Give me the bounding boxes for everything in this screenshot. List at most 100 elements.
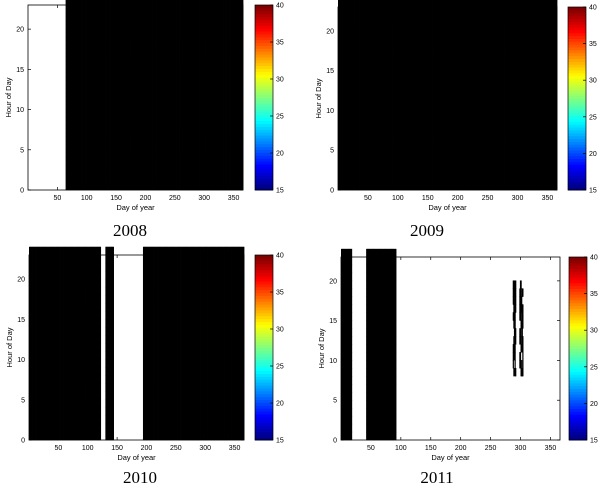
heatmap-cell: [150, 149, 152, 159]
heatmap-cell: [157, 109, 159, 118]
heatmap-cell: [105, 165, 108, 175]
heatmap-cell: [97, 77, 99, 86]
heatmap-cell: [102, 141, 104, 150]
heatmap-cell: [121, 4, 124, 14]
heatmap-cell: [177, 45, 179, 54]
heatmap-cell: [76, 149, 78, 159]
heatmap-cell: [102, 93, 104, 102]
heatmap-cell: [67, 28, 70, 38]
heatmap-cell: [96, 61, 98, 70]
heatmap-cell: [65, 117, 68, 126]
heatmap-cell: [105, 45, 108, 54]
heatmap-cell: [69, 101, 71, 110]
heatmap-cell: [141, 53, 144, 62]
heatmap-cell: [147, 109, 150, 118]
heatmap-cell: [161, 157, 164, 167]
heatmap-cell: [121, 117, 124, 126]
heatmap-cell: [105, 4, 108, 14]
heatmap-cell: [151, 165, 153, 175]
colorbar-segment: [255, 33, 273, 38]
heatmap-cell: [150, 181, 152, 191]
heatmap-cell: [126, 141, 129, 150]
heatmap-cell: [113, 125, 116, 134]
heatmap-cell: [160, 93, 163, 102]
heatmap-cell: [150, 45, 152, 54]
heatmap-cell: [107, 20, 110, 30]
heatmap-cell: [114, 36, 117, 46]
heatmap-cell: [158, 61, 160, 70]
heatmap-cell: [110, 149, 112, 159]
heatmap-cell: [166, 28, 169, 38]
heatmap-cell: [179, 36, 182, 46]
heatmap-cell: [158, 36, 160, 46]
heatmap-cell: [127, 125, 130, 134]
heatmap-cell: [173, 181, 176, 191]
heatmap-cell: [184, 133, 186, 142]
heatmap-cell: [72, 101, 75, 110]
colorbar-segment: [255, 16, 273, 20]
heatmap-cell: [69, 165, 71, 175]
heatmap-cell: [153, 53, 156, 62]
heatmap-cell: [157, 173, 159, 183]
heatmap-cell: [136, 20, 138, 30]
heatmap-cell: [119, 101, 122, 110]
heatmap-cell: [83, 69, 85, 78]
heatmap-cell: [141, 181, 144, 191]
heatmap-cell: [174, 28, 177, 38]
heatmap-cell: [77, 0, 79, 6]
heatmap-cell: [138, 4, 141, 14]
heatmap-cell: [113, 53, 116, 62]
heatmap-cell: [69, 85, 71, 94]
heatmap-cell: [136, 109, 138, 118]
heatmap-cell: [138, 45, 141, 54]
colorbar-segment: [255, 172, 273, 177]
heatmap-cell: [83, 125, 85, 134]
heatmap-cell: [186, 45, 189, 54]
heatmap-cell: [181, 93, 184, 102]
heatmap-cell: [164, 45, 166, 54]
x-tick-label: 100: [81, 195, 93, 202]
colorbar-segment: [255, 36, 273, 41]
heatmap-cell: [185, 85, 187, 94]
heatmap-cell: [114, 125, 117, 134]
heatmap-cell: [117, 69, 119, 78]
heatmap-cell: [181, 157, 184, 167]
heatmap-cell: [183, 181, 185, 191]
heatmap-cell: [119, 69, 122, 78]
heatmap-cell: [74, 101, 77, 110]
heatmap-cell: [125, 53, 128, 62]
heatmap-cell: [179, 93, 182, 102]
heatmap-cell: [82, 20, 84, 30]
heatmap-cell: [124, 69, 126, 78]
heatmap-cell: [129, 4, 131, 14]
heatmap-cell: [110, 133, 112, 142]
heatmap-cell: [117, 125, 119, 134]
heatmap-cell: [114, 53, 117, 62]
heatmap-cell: [172, 85, 175, 94]
heatmap-cell: [99, 20, 102, 30]
y-tick-label: 0: [20, 188, 24, 195]
heatmap-cell: [164, 53, 166, 62]
heatmap-cell: [124, 109, 126, 118]
heatmap-cell: [83, 133, 85, 142]
heatmap-cell: [138, 61, 141, 70]
heatmap-cell: [147, 173, 150, 183]
heatmap-cell: [78, 0, 81, 6]
heatmap-cell: [160, 173, 163, 183]
heatmap-cell: [158, 28, 160, 38]
heatmap-cell: [160, 28, 163, 38]
heatmap-cell: [97, 133, 99, 142]
heatmap-cell: [159, 165, 162, 175]
heatmap-cell: [150, 165, 152, 175]
heatmap-cell: [181, 141, 184, 150]
heatmap-cell: [107, 77, 110, 86]
heatmap-cell: [66, 77, 69, 86]
heatmap-cell: [145, 28, 148, 38]
heatmap-cell: [80, 93, 83, 102]
heatmap-cell: [121, 85, 124, 94]
heatmap-cell: [185, 149, 187, 159]
heatmap-cell: [112, 4, 115, 14]
heatmap-cell: [80, 0, 83, 6]
heatmap-cell: [137, 53, 139, 62]
heatmap-cell: [160, 4, 163, 14]
